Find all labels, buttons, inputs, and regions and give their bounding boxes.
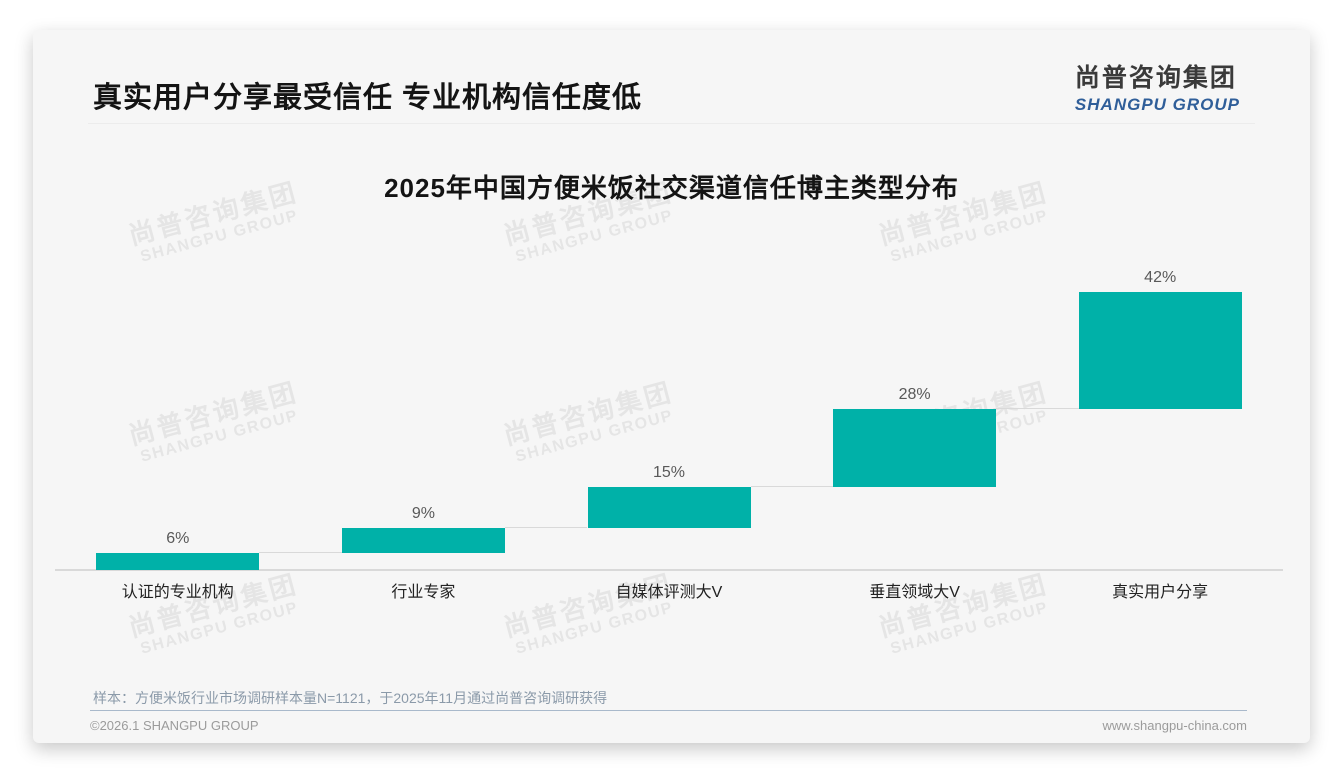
title-divider xyxy=(88,123,1255,124)
watermark-english: SHANGPU GROUP xyxy=(138,207,301,266)
logo-english-text: SHANGPU GROUP xyxy=(1074,95,1240,114)
category-label: 真实用户分享 xyxy=(1112,584,1209,601)
waterfall-chart: 6% 9% 15% 28% 42% xyxy=(55,260,1283,571)
connector-line xyxy=(504,527,588,529)
category-label: 行业专家 xyxy=(391,584,456,601)
x-axis-line xyxy=(55,569,1283,571)
bar-value-label: 9% xyxy=(411,505,435,523)
waterfall-bar xyxy=(587,486,751,529)
bar-value-label: 28% xyxy=(898,385,931,403)
page-title: 真实用户分享最受信任 专业机构信任度低 xyxy=(93,82,643,114)
website-url: www.shangpu-china.com xyxy=(1102,718,1247,733)
sample-note: 样本：方便米饭行业市场调研样本量N=1121，于2025年11月通过尚普咨询调研… xyxy=(93,690,608,706)
connector-line xyxy=(259,552,342,554)
report-card: 尚普咨询集团 SHANGPU GROUP 尚普咨询集团 SHANGPU GROUP 尚普… xyxy=(33,30,1310,743)
footer-divider xyxy=(90,710,1247,711)
connector-line xyxy=(750,485,834,487)
waterfall-bar xyxy=(1078,292,1242,409)
connector-line xyxy=(996,407,1079,409)
bar-value-label: 15% xyxy=(652,463,686,481)
waterfall-bar xyxy=(96,553,260,570)
chart-title: 2025年中国方便米饭社交渠道信任博主类型分布 xyxy=(384,173,959,203)
category-label: 自媒体评测大V xyxy=(615,584,723,601)
bar-value-label: 42% xyxy=(1144,269,1177,286)
category-label: 认证的专业机构 xyxy=(121,584,234,601)
waterfall-bar xyxy=(341,528,505,554)
footer: ©2026.1 SHANGPU GROUP www.shangpu-china.… xyxy=(90,718,1247,733)
watermark-english: SHANGPU GROUP xyxy=(513,599,676,658)
copyright-text: ©2026.1 SHANGPU GROUP xyxy=(90,718,259,733)
watermark-chinese: 尚普咨询集团 xyxy=(500,568,677,643)
watermark-english: SHANGPU GROUP xyxy=(138,599,301,658)
watermark-english: SHANGPU GROUP xyxy=(513,207,676,266)
watermark-chinese: 尚普咨询集团 xyxy=(875,568,1052,643)
watermark-english: SHANGPU GROUP xyxy=(888,599,1051,658)
company-logo: 尚普咨询集团 SHANGPU GROUP xyxy=(1075,58,1240,115)
category-axis: 认证的专业机构 行业专家 自媒体评测大V 垂直领域大V 真实用户分享 xyxy=(55,578,1283,602)
logo-chinese-text: 尚普咨询集团 xyxy=(1074,64,1237,92)
watermark-english: SHANGPU GROUP xyxy=(888,207,1051,266)
category-label: 垂直领域大V xyxy=(869,584,960,601)
waterfall-bar xyxy=(833,408,997,487)
bar-value-label: 6% xyxy=(166,530,190,548)
watermark-chinese: 尚普咨询集团 xyxy=(125,568,302,643)
